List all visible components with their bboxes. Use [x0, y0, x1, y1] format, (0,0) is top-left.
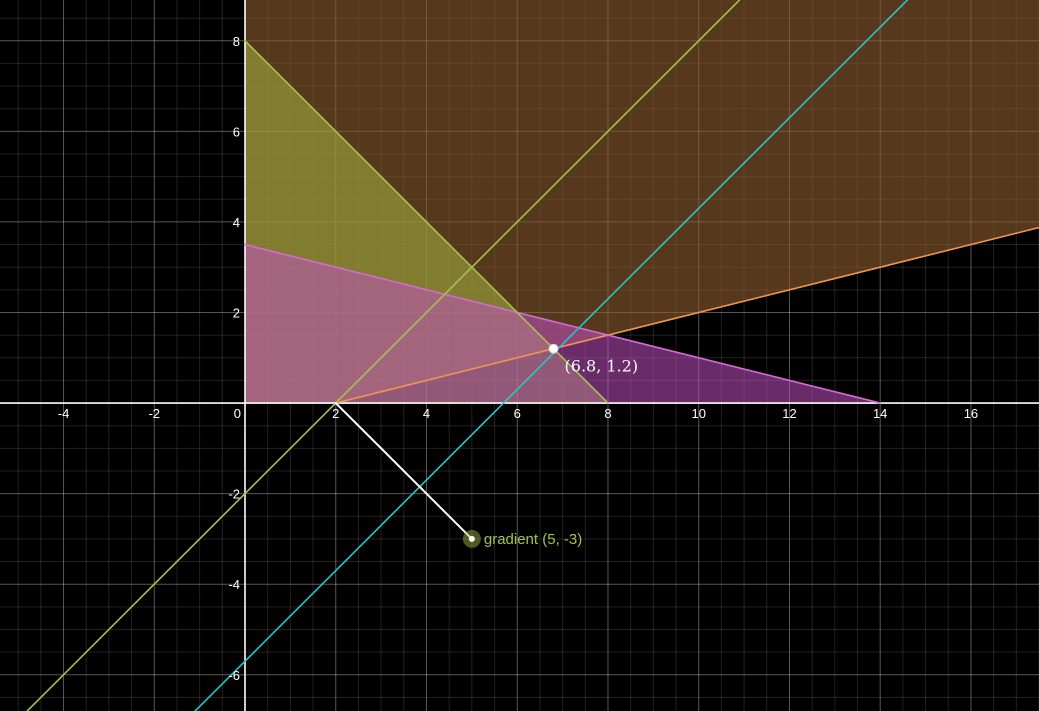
y-tick-label: 8	[233, 34, 240, 49]
boundary-line	[334, 226, 1039, 404]
intersection-point[interactable]	[548, 343, 559, 354]
shaded-regions	[245, 0, 1039, 404]
x-tick-label: 16	[964, 406, 978, 421]
y-tick-label: -4	[228, 577, 240, 592]
y-tick-label: 6	[233, 124, 240, 139]
x-tick-label: 4	[423, 406, 430, 421]
y-tick-label: -2	[228, 487, 240, 502]
gradient-point[interactable]	[468, 535, 475, 542]
x-tick-label: 2	[332, 406, 339, 421]
x-tick-label: 0	[234, 406, 241, 421]
intersection-point-label: (6.8, 1.2)	[565, 357, 639, 376]
green-line	[244, 39, 609, 404]
x-tick-label: 10	[691, 406, 705, 421]
y-tick-label: 4	[233, 215, 240, 230]
x-tick-label: 8	[604, 406, 611, 421]
graph-points: (6.8, 1.2) gradient (5, -3)	[462, 343, 639, 548]
x-tick-label: 14	[873, 406, 887, 421]
y-tick-label: -6	[228, 668, 240, 683]
tick-labels: -4 -2 0 2 4 6 8 10 12 14 16 -6 -4 -2 2 4 6 8	[58, 34, 978, 683]
gradient-point-label: gradient (5, -3)	[484, 531, 582, 548]
gradient-segment	[334, 402, 473, 540]
x-tick-label: 12	[782, 406, 796, 421]
x-tick-label: -2	[148, 406, 160, 421]
x-tick-label: 6	[514, 406, 521, 421]
pink-line	[244, 243, 882, 404]
x-tick-label: -4	[58, 406, 70, 421]
y-tick-label: 2	[233, 305, 240, 320]
